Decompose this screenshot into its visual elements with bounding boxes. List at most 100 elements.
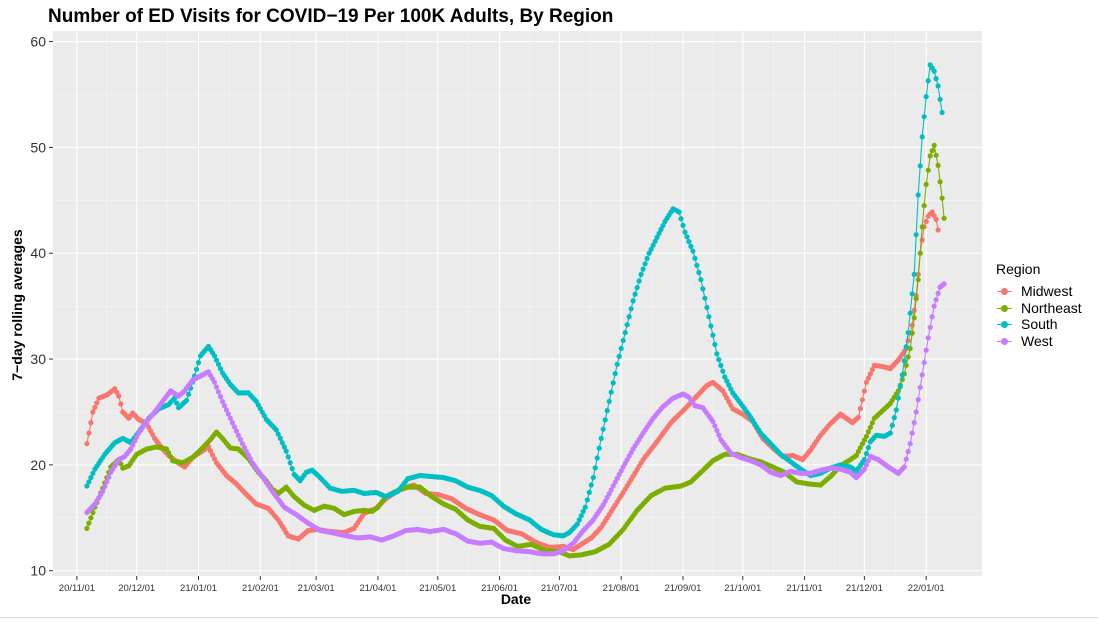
data-point-south: [887, 430, 893, 436]
data-point-midwest: [933, 216, 939, 222]
data-point-south: [215, 361, 222, 367]
data-point-west: [929, 314, 935, 320]
data-point-south: [600, 426, 606, 432]
data-point-northeast: [865, 429, 872, 435]
data-point-south: [285, 454, 291, 460]
data-point-west: [227, 415, 233, 421]
data-point-west: [913, 409, 919, 415]
data-point-midwest: [88, 420, 94, 426]
data-point-south: [909, 291, 915, 297]
data-point-south: [907, 310, 913, 316]
data-point-west: [132, 438, 138, 444]
data-point-west: [221, 403, 227, 409]
legend-item-west: West: [996, 333, 1082, 350]
data-point-south: [656, 230, 662, 236]
data-point-northeast: [168, 454, 174, 460]
x-axis-title: Date: [501, 591, 532, 607]
data-point-south: [660, 222, 666, 229]
y-tick-label: 20: [30, 457, 46, 473]
data-point-west: [863, 462, 870, 468]
data-point-south: [684, 234, 690, 240]
data-point-south: [640, 266, 646, 272]
data-point-west: [712, 423, 718, 429]
data-point-south: [634, 285, 640, 291]
data-point-south: [923, 94, 929, 100]
data-point-south: [193, 366, 200, 372]
data-point-northeast: [88, 515, 94, 521]
data-point-south: [911, 271, 917, 277]
data-point-west: [927, 324, 933, 330]
data-point-south: [195, 360, 202, 366]
data-point-northeast: [939, 195, 945, 201]
data-point-south: [592, 465, 598, 471]
data-point-west: [915, 397, 921, 403]
data-point-south: [289, 466, 295, 472]
data-point-south: [895, 395, 901, 401]
legend-label-midwest: Midwest: [1021, 283, 1073, 300]
data-point-south: [578, 513, 584, 519]
data-point-midwest: [857, 405, 864, 412]
data-point-south: [582, 504, 588, 510]
data-point-northeast: [909, 330, 915, 336]
data-point-south: [648, 246, 654, 252]
data-point-northeast: [164, 446, 170, 452]
data-point-west: [245, 452, 251, 458]
data-point-midwest: [90, 409, 96, 415]
data-point-south: [682, 229, 688, 235]
data-point-west: [710, 418, 716, 425]
data-point-west: [128, 446, 134, 452]
x-tick-label: 20/12/01: [118, 583, 155, 594]
data-point-south: [688, 243, 694, 249]
data-point-northeast: [925, 167, 931, 173]
data-point-south: [598, 435, 604, 441]
data-point-northeast: [86, 520, 92, 526]
data-point-south: [913, 232, 919, 238]
data-point-northeast: [937, 179, 943, 185]
data-point-south: [213, 357, 220, 363]
legend-item-midwest: Midwest: [996, 283, 1082, 300]
data-point-south: [632, 291, 638, 297]
data-point-south: [903, 344, 909, 350]
data-point-midwest: [859, 397, 866, 403]
series-west: [84, 281, 947, 557]
data-point-south: [277, 435, 283, 441]
data-point-midwest: [211, 456, 218, 462]
data-point-south: [626, 314, 632, 320]
data-point-south: [275, 431, 281, 437]
data-point-south: [644, 255, 650, 262]
data-point-west: [219, 398, 226, 404]
data-point-northeast: [923, 181, 929, 187]
data-point-south: [893, 407, 899, 413]
data-point-midwest: [92, 404, 98, 410]
data-point-northeast: [867, 424, 874, 430]
data-point-south: [917, 163, 923, 169]
data-point-south: [726, 382, 732, 388]
data-point-south: [921, 114, 927, 120]
data-point-west: [215, 389, 222, 395]
data-point-south: [889, 422, 895, 428]
data-point-west: [921, 360, 927, 366]
data-point-south: [614, 361, 620, 367]
x-tick-label: 21/09/01: [664, 583, 701, 594]
data-point-west: [907, 441, 913, 447]
x-tick-label: 21/02/01: [242, 583, 279, 594]
y-tick-label: 40: [30, 245, 46, 261]
data-point-south: [925, 78, 931, 84]
data-point-south: [574, 521, 580, 527]
data-point-south: [646, 250, 652, 256]
data-point-south: [88, 475, 94, 481]
data-point-south: [897, 384, 903, 390]
data-point-northeast: [927, 153, 933, 159]
data-point-south: [708, 323, 714, 329]
data-point-west: [134, 434, 140, 440]
data-point-south: [596, 445, 602, 451]
data-point-south: [602, 417, 608, 423]
data-point-northeast: [933, 152, 939, 158]
data-point-northeast: [903, 362, 909, 368]
data-point-midwest: [865, 375, 872, 381]
data-point-west: [130, 442, 136, 448]
data-point-south: [580, 508, 586, 514]
legend-label-south: South: [1021, 316, 1058, 333]
data-point-south: [622, 330, 628, 336]
data-point-south: [616, 353, 622, 359]
